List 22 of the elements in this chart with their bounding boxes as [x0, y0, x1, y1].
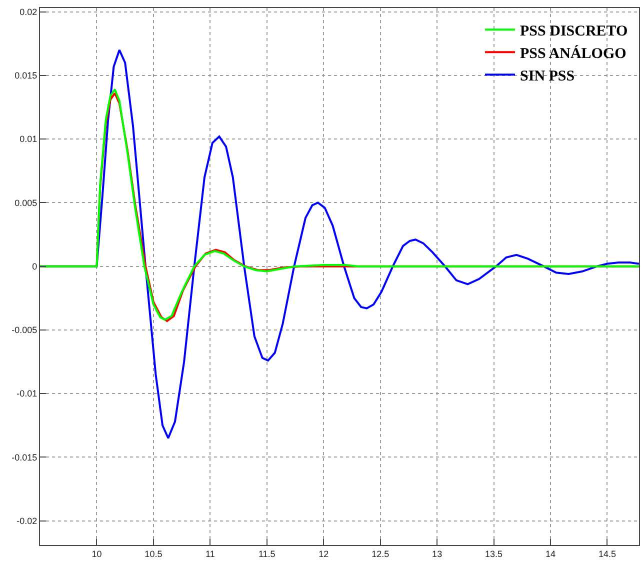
x-tick-label: 14	[546, 548, 556, 559]
y-tick-label: -0.01	[16, 388, 38, 399]
x-tick-label: 11	[206, 548, 215, 559]
x-tick-label: 10	[92, 548, 102, 559]
y-tick-label: -0.02	[16, 516, 38, 526]
y-tick-label: 0.02	[20, 6, 38, 17]
x-tick-label: 12.5	[372, 548, 390, 559]
y-tick-label: 0.01	[20, 134, 38, 144]
legend-label: SIN PSS	[520, 68, 575, 84]
x-tick-label: 10.5	[144, 548, 162, 559]
y-tick-label: -0.015	[12, 452, 38, 462]
y-tick-label: 0.005	[14, 198, 38, 208]
x-tick-label: 12	[318, 548, 329, 559]
x-tick-label: 13	[432, 548, 442, 559]
legend-label: PSS DISCRETO	[520, 23, 628, 40]
x-tick-label: 14.5	[598, 548, 616, 559]
y-tick-label: -0.005	[12, 325, 38, 336]
x-tick-label: 11.5	[258, 548, 276, 559]
legend-label: PSS ANÁLOGO	[520, 44, 626, 62]
y-tick-label: 0	[32, 261, 38, 272]
x-tick-label: 13.5	[485, 548, 503, 559]
y-tick-label: 0.015	[14, 70, 38, 81]
